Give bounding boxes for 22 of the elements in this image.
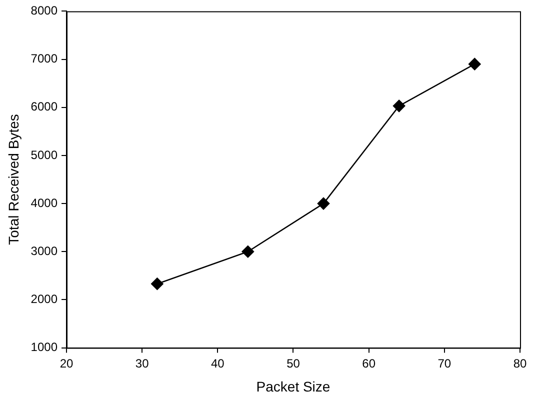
y-tick-label: 7000 [30, 52, 58, 66]
x-tick-label: 30 [135, 356, 150, 370]
x-axis-title: Packet Size [256, 378, 330, 394]
point [317, 197, 330, 210]
point [242, 245, 254, 258]
y-tick-label: 5000 [30, 148, 58, 162]
y-tick-label: 3000 [30, 244, 58, 258]
x-tick-label: 50 [286, 356, 300, 370]
y-tick-label: 8000 [30, 4, 58, 18]
point [468, 58, 481, 70]
y-tick-label: 1000 [30, 340, 58, 354]
x-tick-label: 20 [60, 356, 74, 370]
point [392, 100, 406, 112]
x-tick-label: 80 [513, 356, 527, 370]
x-tick-label: 70 [438, 356, 452, 370]
x-tick-label: 40 [210, 356, 225, 370]
x-tick-label: 60 [362, 356, 376, 370]
y-tick-label: 2000 [30, 292, 58, 306]
y-tick-label: 6000 [30, 100, 58, 114]
point [151, 278, 164, 290]
y-tick-label: 4000 [30, 196, 58, 210]
y-axis-title: Total Received Bytes [5, 114, 22, 245]
